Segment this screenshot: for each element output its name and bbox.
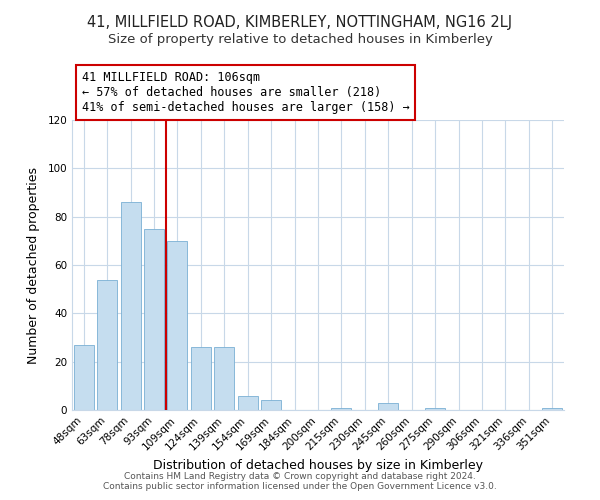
Text: 41 MILLFIELD ROAD: 106sqm
← 57% of detached houses are smaller (218)
41% of semi: 41 MILLFIELD ROAD: 106sqm ← 57% of detac… [82, 71, 410, 114]
Bar [238, 396, 257, 410]
Bar [74, 345, 94, 410]
Text: Size of property relative to detached houses in Kimberley: Size of property relative to detached ho… [107, 32, 493, 46]
Bar [261, 400, 281, 410]
Text: 41, MILLFIELD ROAD, KIMBERLEY, NOTTINGHAM, NG16 2LJ: 41, MILLFIELD ROAD, KIMBERLEY, NOTTINGHA… [88, 15, 512, 30]
Text: Contains HM Land Registry data © Crown copyright and database right 2024.: Contains HM Land Registry data © Crown c… [124, 472, 476, 481]
X-axis label: Distribution of detached houses by size in Kimberley: Distribution of detached houses by size … [153, 458, 483, 471]
Bar [144, 229, 164, 410]
Y-axis label: Number of detached properties: Number of detached properties [28, 166, 40, 364]
Bar [191, 347, 211, 410]
Bar [542, 408, 562, 410]
Bar [121, 202, 140, 410]
Bar [331, 408, 352, 410]
Bar [425, 408, 445, 410]
Bar [97, 280, 117, 410]
Bar [214, 347, 234, 410]
Text: Contains public sector information licensed under the Open Government Licence v3: Contains public sector information licen… [103, 482, 497, 491]
Bar [167, 241, 187, 410]
Bar [379, 403, 398, 410]
